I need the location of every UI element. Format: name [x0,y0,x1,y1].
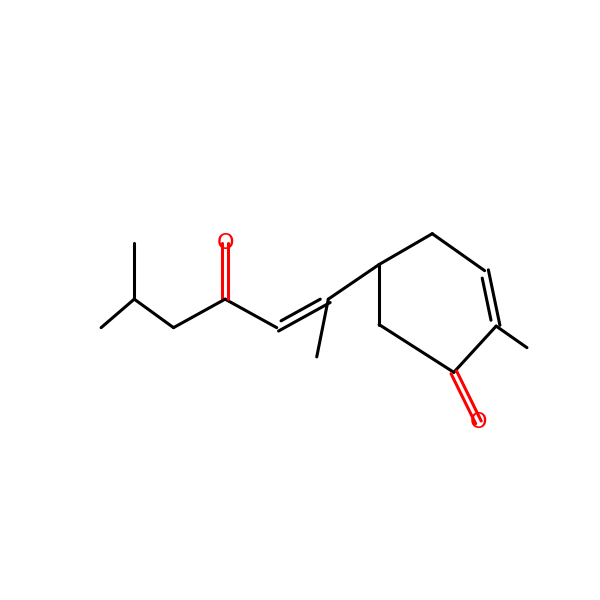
Text: O: O [470,412,487,433]
Text: O: O [217,233,234,253]
